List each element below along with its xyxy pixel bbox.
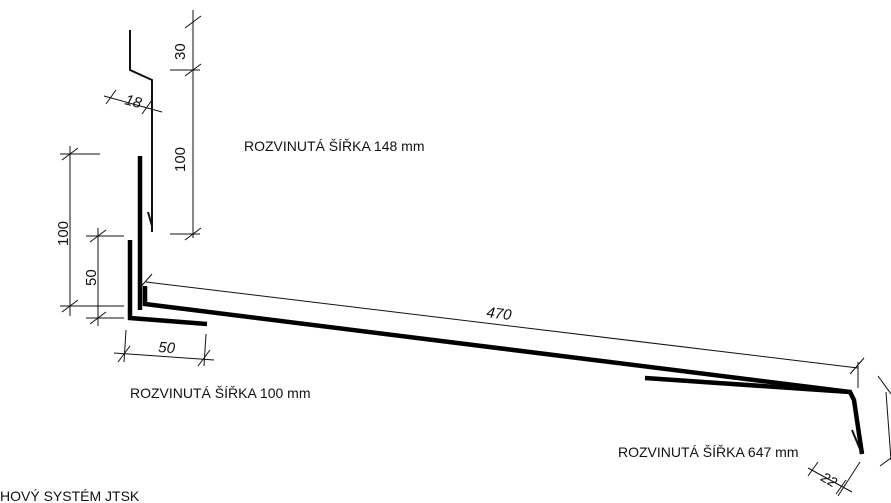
dimension-470 <box>137 273 865 388</box>
lower-left-flashing <box>127 156 208 327</box>
dim-50-horizontal-label: 50 <box>158 339 176 357</box>
dimension-chain-left <box>60 146 124 326</box>
dimension-50-horizontal <box>113 329 215 367</box>
dimension-right-edge <box>877 375 891 467</box>
long-sill-flashing <box>142 286 865 455</box>
developed-width-100-label: ROZVINUTÁ ŠÍŘKA 100 mm <box>130 385 310 401</box>
dim-470-label: 470 <box>486 304 514 324</box>
developed-width-148-label: ROZVINUTÁ ŠÍŘKA 148 mm <box>244 138 424 154</box>
dimension-18 <box>103 89 163 115</box>
dimension-chain-upper <box>170 10 202 241</box>
coordinate-system-label: HOVÝ SYSTÉM JTSK <box>0 488 140 503</box>
developed-width-647-label: ROZVINUTÁ ŠÍŘKA 647 mm <box>618 444 798 460</box>
dim-50-vertical-label: 50 <box>83 269 100 286</box>
dim-30-label: 30 <box>172 43 189 60</box>
upper-flashing-profile <box>129 30 153 232</box>
dim-18-label: 18 <box>123 91 144 112</box>
dim-22-label: 22 <box>818 468 841 490</box>
dimension-22 <box>807 461 861 497</box>
dim-100-left-label: 100 <box>55 221 72 246</box>
dim-100-top-label: 100 <box>172 147 189 172</box>
